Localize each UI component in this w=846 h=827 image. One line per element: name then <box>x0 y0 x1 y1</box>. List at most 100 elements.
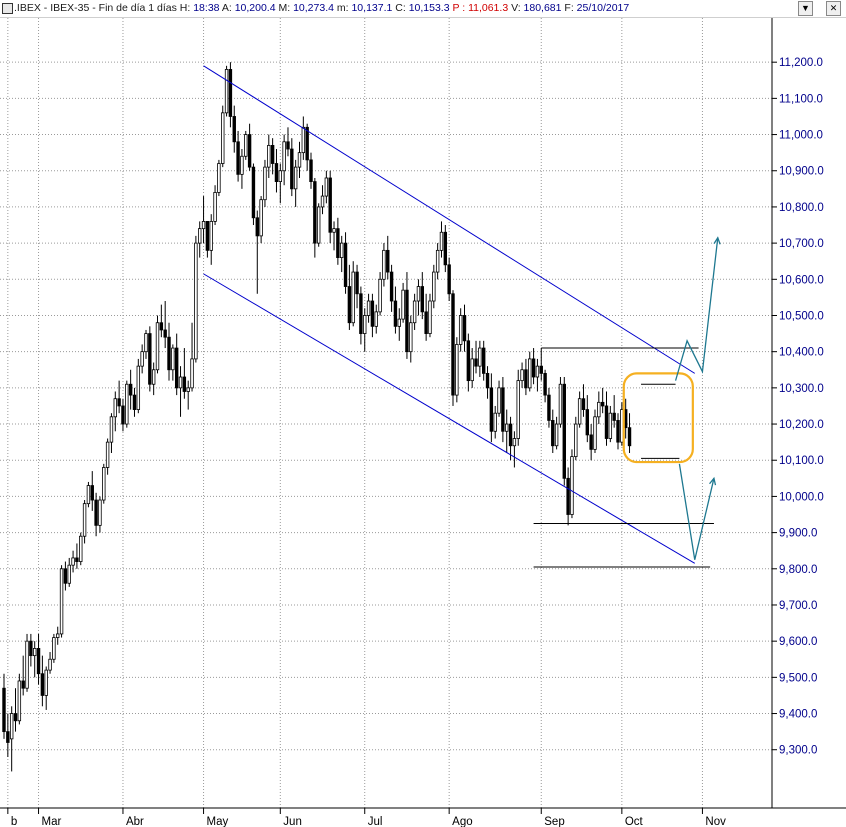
candle-body <box>159 322 164 331</box>
candle-body <box>224 69 229 114</box>
candle-body <box>608 412 613 439</box>
y-tick-label: 9,900.0 <box>779 528 817 540</box>
candle-body <box>497 387 501 414</box>
close-button[interactable]: ✕ <box>826 1 841 16</box>
candle-body <box>600 401 605 407</box>
candle-body <box>117 398 121 407</box>
stat-value: 25/10/2017 <box>576 2 630 14</box>
trend-lines <box>203 65 714 568</box>
candle-body <box>485 372 490 389</box>
y-tick-label: 9,400.0 <box>779 709 817 721</box>
candle-body <box>163 329 167 338</box>
candle-body <box>151 369 156 385</box>
candle-body <box>297 152 302 168</box>
candle-body <box>585 409 590 436</box>
candle-body <box>186 387 190 392</box>
candle-body <box>190 358 194 389</box>
stat-label: P : <box>452 2 469 14</box>
candle-body <box>82 503 87 537</box>
candle-body <box>470 358 474 382</box>
candlestick-chart[interactable]: 9,300.0 9,400.0 9,500.0 9,600.0 9,700.0 9,800… <box>0 18 846 827</box>
chart-window-icon[interactable] <box>2 3 13 14</box>
candle-body <box>286 141 290 150</box>
candle-body <box>493 412 497 432</box>
candles <box>2 62 632 772</box>
chart-title-bar: .IBEX - IBEX-35 - Fin de día 1 días H: 1… <box>0 0 846 18</box>
stat-value: 180,681 <box>523 2 562 14</box>
candle-body <box>320 195 325 208</box>
candle-body <box>263 166 267 201</box>
candle-body <box>75 557 79 562</box>
candle-body <box>105 441 110 468</box>
candle-body <box>570 456 574 515</box>
stat-label: F: <box>564 2 577 14</box>
y-tick-label: 10,800.0 <box>779 202 824 214</box>
candle-body <box>48 658 52 671</box>
candle-body <box>424 311 428 334</box>
candle-body <box>558 383 563 425</box>
candle-body <box>432 271 436 302</box>
y-tick-label: 10,200.0 <box>779 419 824 431</box>
candle-body <box>52 637 56 660</box>
x-tick-label: Jun <box>283 816 302 827</box>
candle-body <box>244 134 248 157</box>
candle-body <box>144 333 148 353</box>
consolidation-highlight <box>622 372 694 464</box>
candle-body <box>140 351 144 367</box>
candle-body <box>125 383 129 425</box>
scroll-down-button[interactable]: ▼ <box>798 1 813 16</box>
candle-body <box>217 163 221 193</box>
candle-body <box>174 347 179 389</box>
candle-body <box>366 300 371 316</box>
y-tick-label: 11,200.0 <box>779 57 823 69</box>
candle-body <box>451 293 455 396</box>
candle-body <box>67 564 71 584</box>
candle-body <box>554 423 559 447</box>
projection-arrowhead <box>709 476 717 486</box>
x-tick-label: Oct <box>625 816 644 827</box>
candle-body <box>401 289 405 320</box>
candle-body <box>128 383 133 396</box>
candle-body <box>409 322 413 353</box>
candle-body <box>270 145 275 164</box>
x-tick-label: b <box>11 816 17 827</box>
x-tick-label: Sep <box>544 816 564 827</box>
candle-body <box>343 242 348 287</box>
candle-body <box>251 166 256 219</box>
candle-body <box>71 557 75 566</box>
y-tick-label: 9,700.0 <box>779 600 817 612</box>
candle-body <box>340 242 344 258</box>
candle-body <box>589 434 593 450</box>
candle-body <box>531 358 536 378</box>
candle-body <box>221 112 225 164</box>
candle-body <box>577 398 582 425</box>
y-tick-label: 10,000.0 <box>779 491 824 503</box>
candle-body <box>40 673 45 696</box>
candle-body <box>290 148 294 190</box>
candle-body <box>313 181 317 244</box>
candle-body <box>94 499 98 526</box>
candle-body <box>505 423 509 432</box>
stat-label: C: <box>395 2 409 14</box>
candle-body <box>543 372 547 396</box>
candle-body <box>209 221 213 251</box>
candle-body <box>198 228 202 244</box>
candle-body <box>247 134 252 168</box>
candle-body <box>155 322 160 371</box>
candle-body <box>32 648 37 657</box>
y-tick-label: 10,600.0 <box>779 274 824 286</box>
candle-body <box>63 568 68 584</box>
stat-value: 10,153.3 <box>408 2 450 14</box>
y-tick-label: 10,300.0 <box>779 383 824 395</box>
candle-body <box>520 369 524 382</box>
candle-body <box>347 286 352 324</box>
candle-body <box>604 405 609 439</box>
candle-body <box>428 300 432 334</box>
candle-body <box>612 412 616 421</box>
candle-body <box>616 420 620 443</box>
stat-value: 18:38 <box>193 2 220 14</box>
stat-value: 10,273.4 <box>293 2 334 14</box>
candle-body <box>2 687 6 733</box>
candle-body <box>439 231 444 251</box>
candle-body <box>382 249 386 280</box>
